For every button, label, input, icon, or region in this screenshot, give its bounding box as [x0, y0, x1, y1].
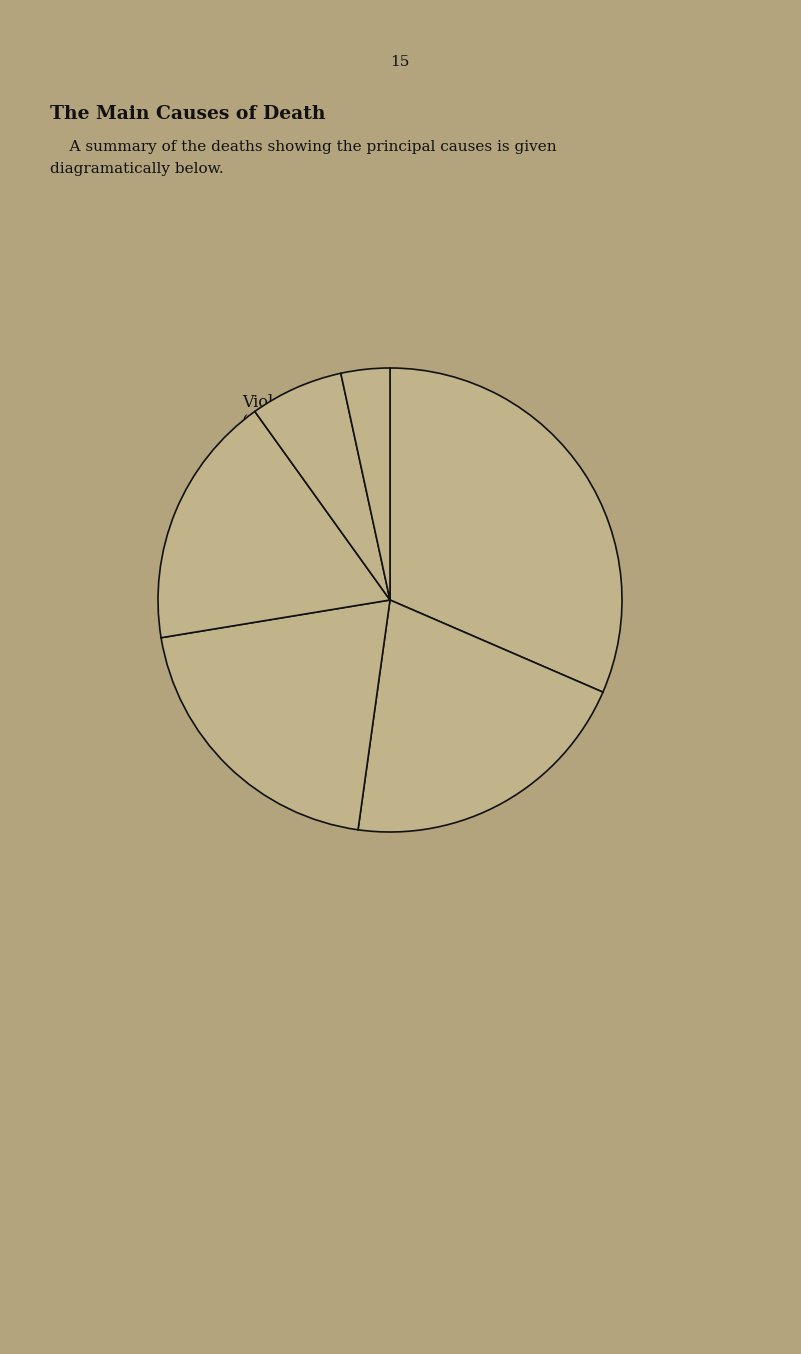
- Text: The Main Causes of Death: The Main Causes of Death: [50, 106, 325, 123]
- Text: Heart
Diseases
(31.5%): Heart Diseases (31.5%): [468, 533, 539, 589]
- Wedge shape: [255, 374, 390, 600]
- Text: Bronchitis
Pneumonia
(6.5%): Bronchitis Pneumonia (6.5%): [256, 427, 347, 482]
- Text: 15: 15: [390, 56, 409, 69]
- Text: diagramatically below.: diagramatically below.: [50, 162, 223, 176]
- Text: Cancer
(20.2%): Cancer (20.2%): [237, 707, 300, 743]
- Text: All other
causes
(20.7%): All other causes (20.7%): [440, 723, 511, 780]
- Wedge shape: [340, 368, 390, 600]
- Wedge shape: [161, 600, 390, 830]
- Text: A summary of the deaths showing the principal causes is given: A summary of the deaths showing the prin…: [50, 139, 557, 154]
- Wedge shape: [358, 600, 603, 831]
- Wedge shape: [158, 412, 390, 638]
- Text: Violence
(3.4%): Violence (3.4%): [242, 394, 312, 431]
- Text: Intra
Cranial
Vascular
Lesions
(17.7%): Intra Cranial Vascular Lesions (17.7%): [229, 497, 299, 592]
- Wedge shape: [390, 368, 622, 692]
